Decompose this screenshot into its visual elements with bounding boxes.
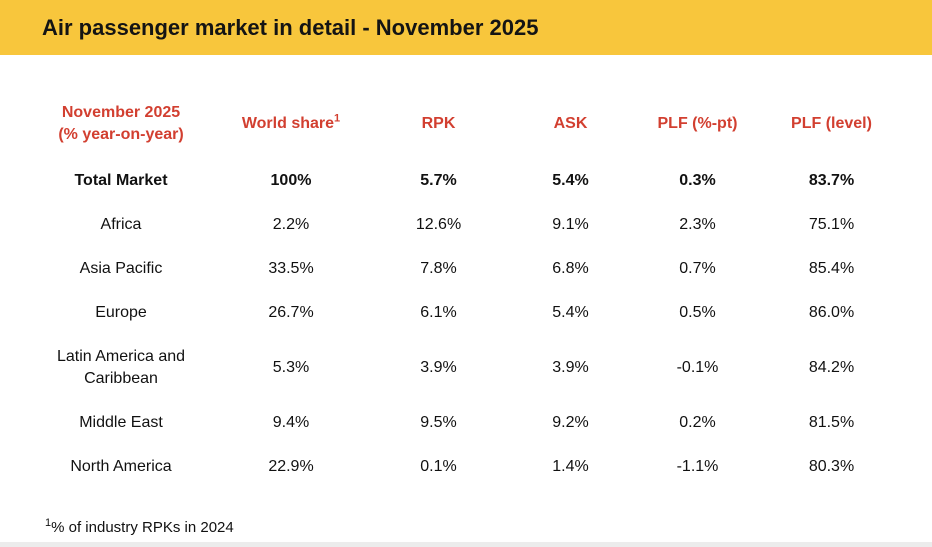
world-share-cell: 26.7%: [268, 304, 314, 321]
column-header-plf-pt: PLF (%-pt): [657, 115, 738, 132]
page-title: Air passenger market in detail - Novembe…: [42, 14, 539, 40]
world-share-cell: 33.5%: [268, 260, 314, 277]
region-cell: Latin America and Caribbean: [56, 348, 186, 387]
column-header-ask: ASK: [553, 115, 588, 132]
ask-cell: 3.9%: [552, 359, 589, 376]
world-share-cell: 2.2%: [272, 216, 310, 233]
market-table-container: November 2025 (% year-on-year) World sha…: [30, 89, 932, 489]
rpk-cell: 9.5%: [420, 414, 457, 431]
market-table: November 2025 (% year-on-year) World sha…: [30, 89, 902, 489]
world-share-cell: 9.4%: [272, 414, 310, 431]
rpk-cell: 0.1%: [420, 458, 457, 475]
ask-cell: 9.2%: [552, 414, 589, 431]
plf-pt-cell: -1.1%: [676, 458, 719, 475]
region-cell: North America: [70, 458, 172, 475]
ask-cell: 1.4%: [552, 458, 589, 475]
ask-cell: 6.8%: [552, 260, 589, 277]
world-share-footnote-marker: 1: [334, 112, 341, 125]
plf-pt-cell: 0.3%: [679, 172, 716, 189]
plf-level-cell: 80.3%: [808, 458, 855, 475]
plf-pt-cell: 0.5%: [679, 304, 716, 321]
world-share-cell: 5.3%: [272, 359, 310, 376]
rpk-cell: 7.8%: [420, 260, 457, 277]
bottom-edge-strip: [0, 542, 932, 547]
column-header-rpk: RPK: [421, 115, 456, 132]
table-row-total-market: Total Market 100% 5.7% 5.4% 0.3% 83.7%: [30, 159, 902, 203]
region-cell: Asia Pacific: [79, 260, 163, 277]
table-row-north-america: North America 22.9% 0.1% 1.4% -1.1% 80.3…: [30, 445, 902, 489]
plf-level-cell: 84.2%: [808, 359, 855, 376]
plf-level-cell: 85.4%: [808, 260, 855, 277]
region-cell: Africa: [100, 216, 142, 233]
table-row-asia-pacific: Asia Pacific 33.5% 7.8% 6.8% 0.7% 85.4%: [30, 247, 902, 291]
world-share-cell: 100%: [270, 172, 312, 189]
footnote-text: % of industry RPKs in 2024: [51, 519, 234, 536]
column-header-region: November 2025 (% year-on-year): [30, 89, 212, 159]
plf-pt-cell: -0.1%: [676, 359, 719, 376]
ask-cell: 9.1%: [552, 216, 589, 233]
table-row-middle-east: Middle East 9.4% 9.5% 9.2% 0.2% 81.5%: [30, 401, 902, 445]
title-bar: Air passenger market in detail - Novembe…: [0, 0, 932, 55]
footnote: 1% of industry RPKs in 2024: [45, 517, 932, 537]
rpk-cell: 5.7%: [420, 172, 457, 189]
region-cell: Europe: [95, 304, 147, 321]
column-header-world-share: World share1: [241, 112, 341, 132]
column-header-plf-level: PLF (level): [791, 115, 872, 132]
table-row-europe: Europe 26.7% 6.1% 5.4% 0.5% 86.0%: [30, 291, 902, 335]
table-row-africa: Africa 2.2% 12.6% 9.1% 2.3% 75.1%: [30, 203, 902, 247]
footnote-marker: 1: [45, 517, 52, 529]
world-share-cell: 22.9%: [268, 458, 314, 475]
rpk-cell: 6.1%: [420, 304, 457, 321]
ask-cell: 5.4%: [552, 172, 589, 189]
table-row-latin-america-caribbean: Latin America and Caribbean 5.3% 3.9% 3.…: [30, 335, 902, 401]
column-header-region-line2: (% year-on-year): [58, 126, 184, 143]
plf-level-cell: 81.5%: [808, 414, 855, 431]
region-cell: Total Market: [74, 172, 168, 189]
plf-level-cell: 83.7%: [808, 172, 855, 189]
region-cell: Middle East: [79, 414, 163, 431]
table-header-row: November 2025 (% year-on-year) World sha…: [30, 89, 902, 159]
plf-level-cell: 75.1%: [808, 216, 855, 233]
rpk-cell: 12.6%: [415, 216, 462, 233]
plf-pt-cell: 0.2%: [679, 414, 716, 431]
plf-pt-cell: 0.7%: [679, 260, 716, 277]
plf-pt-cell: 2.3%: [679, 216, 716, 233]
column-header-region-line1: November 2025: [61, 104, 181, 121]
ask-cell: 5.4%: [552, 304, 589, 321]
rpk-cell: 3.9%: [420, 359, 457, 376]
plf-level-cell: 86.0%: [808, 304, 855, 321]
